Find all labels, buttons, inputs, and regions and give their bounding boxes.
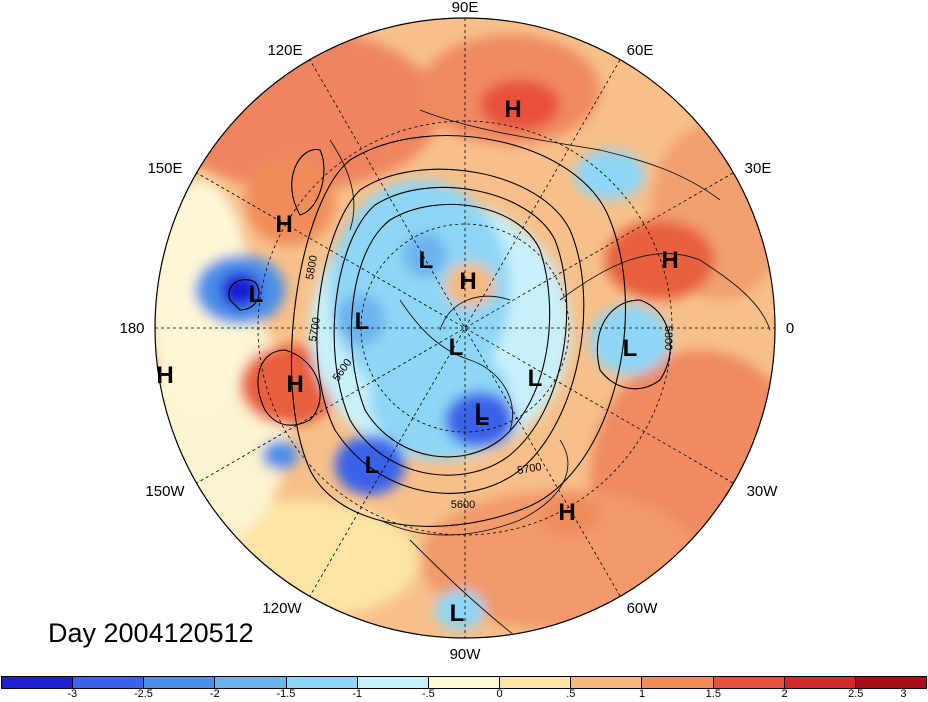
colorbar-tick-label: 1.5 (705, 688, 721, 700)
longitude-label: 150E (147, 160, 182, 177)
colorbar-ticks: -3 -2.5 -2 -1.5 -1 -.5 0 .5 1 1.5 2 2.5 3 (0, 688, 928, 702)
colorbar-segment (286, 677, 358, 688)
low-pressure-marker: L (475, 404, 490, 431)
colorbar-tick-label: 2.5 (848, 688, 864, 700)
low-pressure-marker: L (528, 365, 543, 392)
colorbar-segment (144, 677, 216, 688)
colorbar-tick-label: 1 (639, 688, 646, 700)
longitude-label: 120E (267, 42, 302, 59)
colorbar-segment (428, 677, 501, 688)
colorbar-tick-label: 3 (900, 688, 907, 700)
low-pressure-marker: L (249, 281, 264, 308)
colorbar-tick-label: -1 (352, 688, 363, 700)
longitude-label: 0 (786, 320, 794, 337)
low-pressure-marker: L (475, 399, 490, 426)
high-pressure-marker: H (156, 362, 173, 389)
colorbar-segment (642, 677, 714, 688)
colorbar-segment (500, 677, 572, 688)
longitude-label: 60W (627, 600, 659, 617)
contour-label: 5800 (304, 254, 320, 280)
longitude-label: 150W (145, 483, 185, 500)
colorbar-tick-label: .5 (566, 688, 576, 700)
longitude-label: 60E (627, 42, 654, 59)
longitude-label: 90E (452, 0, 479, 16)
colorbar-tick-label: -1.5 (276, 688, 296, 700)
colorbar-tick-label: -2 (209, 688, 220, 700)
contour-label: 5800 (662, 326, 674, 350)
low-pressure-marker: L (450, 600, 465, 627)
longitude-label: 30W (747, 483, 779, 500)
colorbar-tick-label: 2 (781, 688, 788, 700)
low-pressure-marker: L (365, 452, 380, 479)
longitude-label: 30E (745, 160, 772, 177)
colorbar-tick-label: -.5 (421, 688, 435, 700)
colorbar-segment (855, 677, 927, 688)
high-pressure-marker: H (459, 268, 476, 295)
colorbar-segment (713, 677, 785, 688)
coastlines (329, 109, 771, 638)
high-pressure-marker: H (286, 371, 303, 398)
longitude-label: 180 (119, 320, 144, 337)
colorbar-segment (215, 677, 287, 688)
low-pressure-marker: L (355, 308, 370, 335)
contour-label: 5700 (307, 316, 323, 342)
date-label: Day 2004120512 (48, 618, 254, 648)
contour-label: 5600 (451, 499, 475, 511)
colorbar-tick-label: -2.5 (133, 688, 153, 700)
longitude-labels: 90E 60E 30E 0 30W 60W 90W 120W 150W 180 150E 120E (119, 0, 794, 663)
colorbar-segment (784, 677, 856, 688)
high-pressure-marker: H (504, 96, 521, 123)
longitude-label: 90W (450, 646, 482, 663)
colorbar-segment (357, 677, 429, 688)
contour-label: 5700 (516, 461, 542, 477)
height-contours (228, 135, 671, 527)
colorbar-segment (73, 677, 145, 688)
colorbar-segment (2, 677, 74, 688)
longitude-label: 120W (262, 600, 302, 617)
high-pressure-marker: H (275, 211, 292, 238)
graticule (155, 18, 775, 638)
colorbar-segment (571, 677, 643, 688)
low-pressure-marker: L (419, 247, 434, 274)
low-pressure-marker: L (449, 334, 464, 361)
colorbar-tick-label: 0 (496, 688, 503, 700)
high-pressure-marker: H (558, 499, 575, 526)
low-pressure-marker: L (623, 335, 638, 362)
colorbar-tick-label: -3 (67, 688, 78, 700)
high-pressure-marker: H (661, 247, 678, 274)
colorbar (1, 676, 927, 689)
